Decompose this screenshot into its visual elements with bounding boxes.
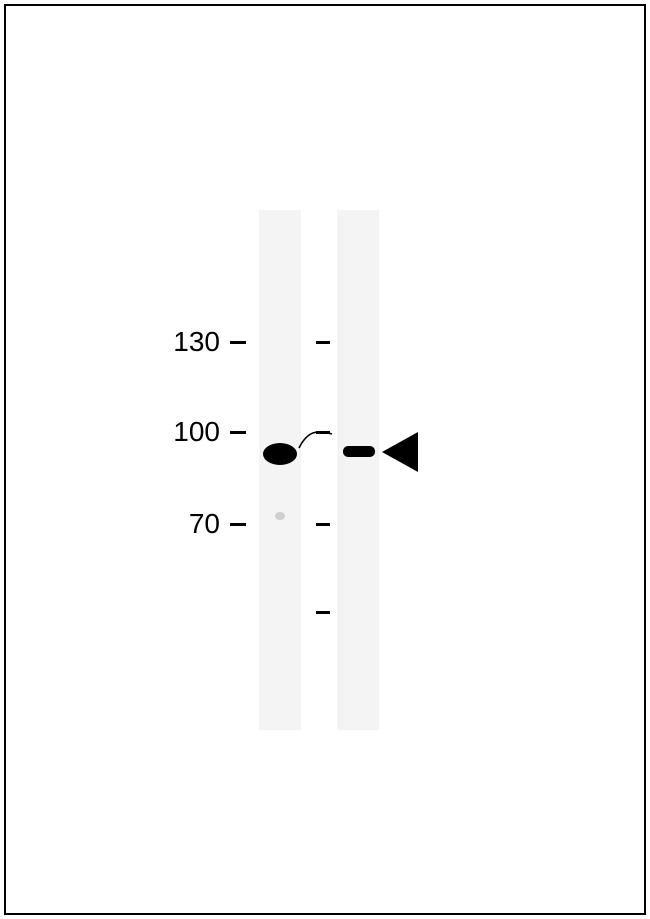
band-lane1-faint: [275, 512, 285, 520]
target-band-arrow-icon: [382, 432, 418, 472]
connector-squiggle: [0, 0, 650, 919]
band-lane1-main: [263, 443, 297, 465]
band-lane2-main: [343, 446, 375, 457]
